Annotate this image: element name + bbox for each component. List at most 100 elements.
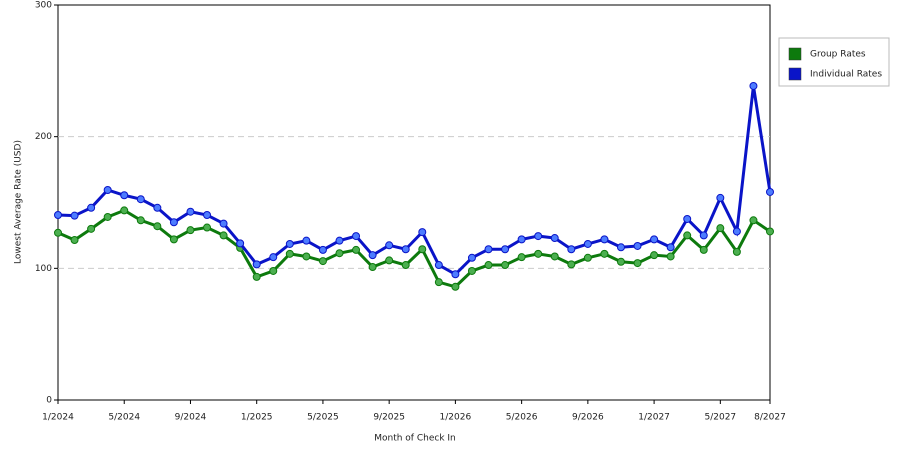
data-point bbox=[318, 257, 327, 266]
data-point bbox=[484, 245, 493, 254]
data-point bbox=[451, 282, 460, 291]
data-point bbox=[54, 228, 62, 237]
data-point bbox=[600, 235, 609, 244]
data-point bbox=[385, 241, 394, 250]
x-tick-label: 1/2025 bbox=[241, 413, 273, 423]
data-point bbox=[203, 223, 212, 232]
data-point bbox=[120, 191, 129, 200]
data-point bbox=[434, 261, 443, 270]
data-point bbox=[501, 245, 510, 254]
data-point bbox=[302, 236, 311, 245]
legend-label: Group Rates bbox=[810, 50, 866, 60]
legend-label: Individual Rates bbox=[810, 70, 882, 80]
data-point bbox=[103, 212, 112, 221]
data-point bbox=[650, 251, 659, 260]
data-point bbox=[501, 261, 510, 270]
data-point bbox=[567, 245, 576, 254]
data-point bbox=[352, 232, 361, 241]
data-point bbox=[732, 247, 741, 256]
data-point bbox=[484, 261, 493, 270]
data-point bbox=[583, 253, 592, 262]
data-point bbox=[650, 235, 659, 244]
data-point bbox=[385, 256, 394, 265]
data-point bbox=[368, 251, 377, 260]
x-tick-label: 1/2024 bbox=[42, 413, 74, 423]
data-point bbox=[550, 234, 559, 243]
data-point bbox=[352, 245, 361, 254]
y-tick-label: 100 bbox=[35, 264, 52, 274]
data-point bbox=[219, 219, 228, 228]
data-point bbox=[285, 239, 294, 248]
data-point bbox=[203, 211, 212, 220]
data-point bbox=[749, 81, 758, 90]
x-tick-label: 5/2026 bbox=[506, 413, 538, 423]
data-point bbox=[633, 259, 642, 268]
data-point bbox=[600, 249, 609, 258]
x-tick-label: 8/2027 bbox=[754, 413, 786, 423]
data-point bbox=[766, 227, 774, 236]
data-point bbox=[467, 266, 476, 275]
data-point bbox=[252, 260, 261, 269]
data-point bbox=[517, 235, 526, 244]
data-point bbox=[87, 224, 96, 233]
data-point bbox=[285, 249, 294, 258]
data-point bbox=[269, 266, 278, 275]
data-point bbox=[716, 224, 725, 233]
data-point bbox=[534, 232, 543, 241]
legend-swatch bbox=[788, 67, 802, 81]
x-tick-label: 1/2026 bbox=[440, 413, 472, 423]
data-point bbox=[302, 252, 311, 261]
data-point bbox=[269, 253, 278, 262]
data-point bbox=[633, 241, 642, 250]
data-point bbox=[517, 253, 526, 262]
y-tick-label: 300 bbox=[35, 1, 52, 11]
y-tick-label: 200 bbox=[35, 132, 52, 142]
data-point bbox=[186, 226, 195, 235]
data-point bbox=[401, 261, 410, 270]
data-point bbox=[666, 252, 675, 261]
data-point bbox=[368, 263, 377, 272]
data-point bbox=[103, 185, 112, 194]
plot-frame bbox=[57, 4, 771, 401]
data-point bbox=[616, 257, 625, 266]
legend-swatch bbox=[788, 47, 802, 61]
data-point bbox=[401, 245, 410, 254]
data-point bbox=[451, 270, 460, 279]
x-tick-label: 9/2025 bbox=[373, 413, 405, 423]
x-tick-label: 9/2024 bbox=[175, 413, 207, 423]
y-axis-label: Lowest Average Rate (USD) bbox=[14, 140, 24, 264]
data-point bbox=[54, 211, 62, 220]
data-point bbox=[616, 243, 625, 252]
data-point bbox=[766, 187, 774, 196]
data-point bbox=[418, 245, 427, 254]
data-point bbox=[683, 214, 692, 223]
x-axis-label: Month of Check In bbox=[374, 434, 456, 444]
data-point bbox=[153, 203, 162, 212]
data-point bbox=[318, 245, 327, 254]
x-tick-label: 5/2024 bbox=[108, 413, 140, 423]
data-point bbox=[236, 239, 245, 248]
data-point bbox=[666, 243, 675, 252]
data-point bbox=[153, 222, 162, 231]
data-point bbox=[583, 239, 592, 248]
data-point bbox=[550, 252, 559, 261]
data-point bbox=[70, 236, 79, 245]
data-point bbox=[87, 203, 96, 212]
data-point bbox=[699, 245, 708, 254]
data-point bbox=[434, 278, 443, 287]
data-point bbox=[169, 235, 178, 244]
data-point bbox=[252, 272, 261, 281]
y-tick-label: 0 bbox=[46, 396, 52, 406]
data-point bbox=[683, 231, 692, 240]
data-point bbox=[136, 216, 145, 225]
data-point bbox=[534, 249, 543, 258]
data-point bbox=[335, 236, 344, 245]
data-point bbox=[467, 253, 476, 262]
data-point bbox=[120, 206, 129, 215]
data-point bbox=[335, 249, 344, 258]
data-point bbox=[567, 260, 576, 269]
data-point bbox=[186, 207, 195, 216]
data-point bbox=[418, 228, 427, 237]
x-tick-label: 1/2027 bbox=[638, 413, 670, 423]
